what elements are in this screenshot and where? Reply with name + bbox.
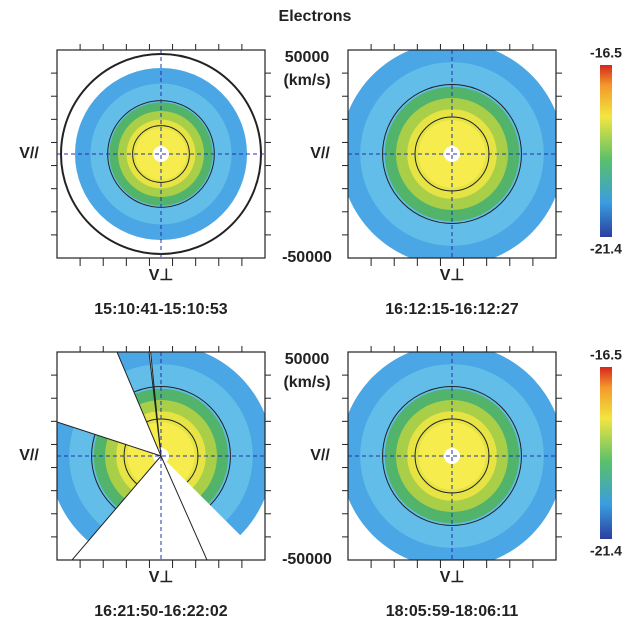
x-label: V⊥: [440, 267, 465, 284]
frame: [347, 351, 557, 561]
distribution: [348, 352, 556, 560]
colorbar-max: -16.5: [590, 45, 622, 61]
hole: [444, 448, 460, 464]
frame: [56, 49, 266, 259]
colorbar: [600, 367, 612, 539]
axis-bottom: -50000: [282, 249, 332, 266]
distribution: [57, 352, 265, 560]
hole: [444, 146, 460, 162]
colorbar-min: -21.4: [590, 241, 622, 257]
colorbar-max: -16.5: [590, 347, 622, 363]
time-range: 16:21:50-16:22:02: [94, 603, 228, 619]
time-range: 16:12:15-16:12:27: [385, 301, 519, 318]
frame: [347, 49, 557, 259]
axis-unit: (km/s): [283, 72, 330, 89]
x-label: V⊥: [149, 267, 174, 284]
x-label: V⊥: [149, 569, 174, 586]
contour: [132, 125, 190, 183]
y-label: V//: [19, 447, 39, 464]
time-range: 15:10:41-15:10:53: [94, 301, 228, 318]
axis-unit: (km/s): [283, 374, 330, 391]
axis-top: 50000: [285, 351, 330, 368]
distribution: [60, 53, 262, 255]
colorbar: [600, 65, 612, 237]
y-label: V//: [310, 145, 330, 162]
y-label: V//: [310, 447, 330, 464]
colorbar-min: -21.4: [590, 543, 622, 559]
hole: [153, 146, 169, 162]
axis-top: 50000: [285, 49, 330, 66]
contour: [382, 386, 522, 526]
frame: [56, 351, 266, 561]
gap: [148, 352, 162, 457]
contour: [382, 84, 522, 224]
gap: [71, 455, 208, 560]
axis-bottom: -50000: [282, 551, 332, 568]
time-range: 18:05:59-18:06:11: [386, 603, 519, 619]
x-label: V⊥: [440, 569, 465, 586]
y-label: V//: [19, 145, 39, 162]
distribution: [348, 50, 556, 258]
title: Electrons: [279, 8, 352, 25]
